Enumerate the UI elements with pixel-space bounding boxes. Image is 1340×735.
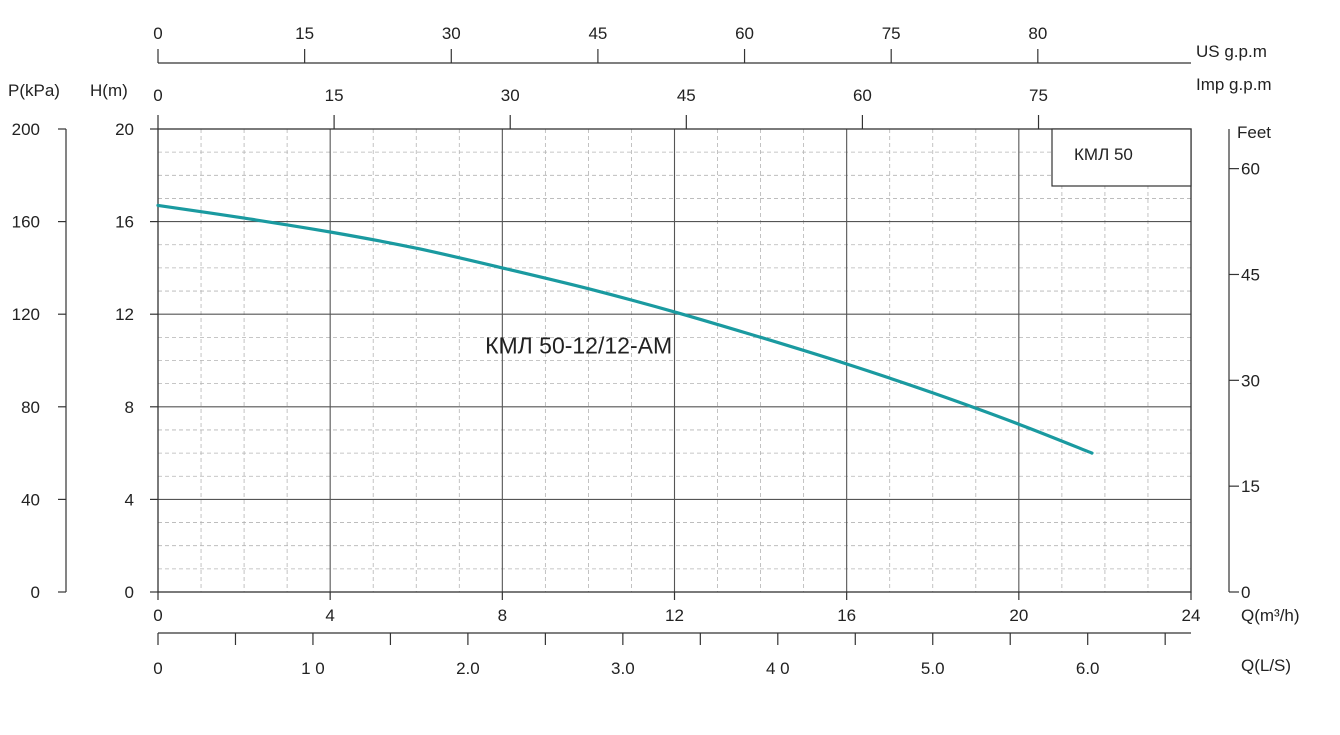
y-axis-label: H(m) — [90, 81, 128, 100]
lps-tick-label: 3.0 — [611, 659, 635, 678]
x-tick-label: 24 — [1182, 606, 1201, 625]
pressure-tick-label: 40 — [21, 490, 40, 509]
y-tick-label: 16 — [115, 213, 134, 232]
series-label: КМЛ 50-12/12-АМ — [485, 333, 672, 359]
lps-tick-label: 0 — [153, 659, 162, 678]
pressure-tick-label: 160 — [12, 213, 40, 232]
pressure-tick-label: 200 — [12, 120, 40, 139]
x-tick-label: 20 — [1009, 606, 1028, 625]
imp-gpm-tick-label: 0 — [153, 86, 162, 105]
us-gpm-tick-label: 15 — [295, 24, 314, 43]
pressure-tick-label: 0 — [31, 583, 40, 602]
x-tick-label: 0 — [153, 606, 162, 625]
pressure-axis-label: P(kPa) — [8, 81, 60, 100]
imp-gpm-tick-label: 60 — [853, 86, 872, 105]
feet-tick-label: 30 — [1241, 371, 1260, 390]
legend-box — [1051, 128, 1192, 187]
us-gpm-tick-label: 30 — [442, 24, 461, 43]
imp-gpm-axis-label: Imp g.p.m — [1196, 75, 1272, 94]
lps-axis-label: Q(L/S) — [1241, 656, 1291, 675]
feet-tick-label: 60 — [1241, 160, 1260, 179]
lps-tick-label: 4 0 — [766, 659, 790, 678]
y-tick-label: 0 — [125, 583, 134, 602]
us-gpm-tick-label: 45 — [588, 24, 607, 43]
x-tick-label: 8 — [498, 606, 507, 625]
lps-tick-label: 1 0 — [301, 659, 325, 678]
y-tick-label: 4 — [125, 490, 134, 509]
x-axis-label: Q(m³/h) — [1241, 606, 1300, 625]
imp-gpm-tick-label: 45 — [677, 86, 696, 105]
grid-minor — [158, 129, 1191, 592]
x-tick-label: 4 — [325, 606, 334, 625]
pressure-tick-label: 80 — [21, 398, 40, 417]
labels: 0 4 8 12 16 20 24 Q(m³/h) 0 4 8 12 16 20 H(m) 0 40 80 120 1… — [8, 24, 1300, 678]
imp-gpm-tick-label: 15 — [325, 86, 344, 105]
feet-tick-label: 15 — [1241, 477, 1260, 496]
series-curve — [156, 203, 1094, 455]
feet-tick-label: 45 — [1241, 265, 1260, 284]
lps-tick-label: 5.0 — [921, 659, 945, 678]
us-gpm-tick-label: 80 — [1028, 24, 1047, 43]
us-gpm-tick-label: 0 — [153, 24, 162, 43]
feet-tick-label: 0 — [1241, 583, 1250, 602]
lps-tick-label: 6.0 — [1076, 659, 1100, 678]
imp-gpm-tick-label: 75 — [1029, 86, 1048, 105]
lps-tick-label: 2.0 — [456, 659, 480, 678]
y-tick-label: 12 — [115, 305, 134, 324]
imp-gpm-tick-label: 30 — [501, 86, 520, 105]
us-gpm-axis-label: US g.p.m — [1196, 42, 1267, 61]
x-tick-label: 12 — [665, 606, 684, 625]
grid-major — [158, 129, 1191, 592]
feet-axis-label: Feet — [1237, 123, 1271, 142]
ticks — [58, 49, 1239, 645]
us-gpm-tick-label: 60 — [735, 24, 754, 43]
x-tick-label: 16 — [837, 606, 856, 625]
y-tick-label: 20 — [115, 120, 134, 139]
legend-text: КМЛ 50 — [1074, 145, 1133, 164]
us-gpm-tick-label: 75 — [882, 24, 901, 43]
pressure-tick-label: 120 — [12, 305, 40, 324]
y-tick-label: 8 — [125, 398, 134, 417]
series-group — [156, 203, 1094, 455]
